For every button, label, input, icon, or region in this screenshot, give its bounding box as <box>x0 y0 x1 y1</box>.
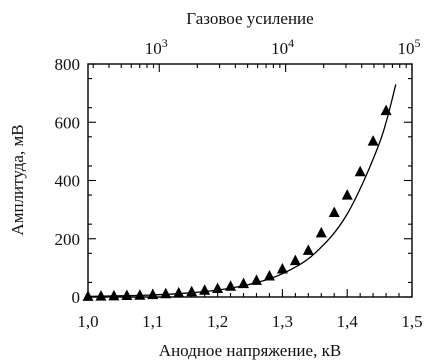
data-point <box>121 289 133 301</box>
x-tick-label: 1,3 <box>272 312 293 331</box>
y-tick-label: 600 <box>55 113 81 132</box>
data-point <box>147 288 159 300</box>
data-point <box>199 284 211 295</box>
data-point <box>95 290 107 301</box>
data-point <box>367 135 379 146</box>
right-axis <box>404 63 412 298</box>
y-tick-label: 200 <box>55 230 81 249</box>
plot-border <box>87 63 413 298</box>
top-tick-label: 103 <box>145 36 168 58</box>
top-tick-label: 105 <box>398 36 421 58</box>
data-markers <box>82 104 392 301</box>
data-point <box>341 189 353 200</box>
data-point <box>225 280 237 291</box>
top-axis-title: Газовое усиление <box>186 9 313 28</box>
data-point <box>173 286 185 298</box>
data-point <box>186 285 198 297</box>
data-point <box>160 287 172 299</box>
top-tick-label: 104 <box>271 36 294 58</box>
fit-curve <box>87 84 397 298</box>
x-axis-title: Анодное напряжение, кВ <box>159 341 341 360</box>
data-point <box>134 289 146 300</box>
data-point <box>354 165 366 177</box>
top-axis: 103 104 105 <box>92 36 421 72</box>
y-tick-label: 800 <box>55 55 81 74</box>
data-point <box>380 104 392 116</box>
y-tick-label: 0 <box>72 288 81 307</box>
plot-frame <box>87 63 413 298</box>
x-tick-label: 1,0 <box>77 312 98 331</box>
data-point <box>315 226 327 238</box>
data-point <box>238 277 250 289</box>
data-point <box>289 254 301 266</box>
data-point <box>212 282 224 294</box>
data-point <box>302 244 314 255</box>
y-axis-title: Амплитуда, мВ <box>8 124 27 235</box>
data-point <box>263 270 275 281</box>
data-point <box>328 206 340 218</box>
x-tick-label: 1,5 <box>401 312 422 331</box>
data-point <box>82 290 94 301</box>
x-tick-label: 1,4 <box>337 312 359 331</box>
data-point <box>250 274 262 285</box>
left-axis: 0 200 400 600 800 <box>55 55 96 307</box>
x-tick-label: 1,1 <box>142 312 163 331</box>
x-tick-label: 1,2 <box>207 312 228 331</box>
data-point <box>276 263 288 274</box>
data-point <box>108 289 120 301</box>
y-tick-label: 400 <box>55 172 81 191</box>
